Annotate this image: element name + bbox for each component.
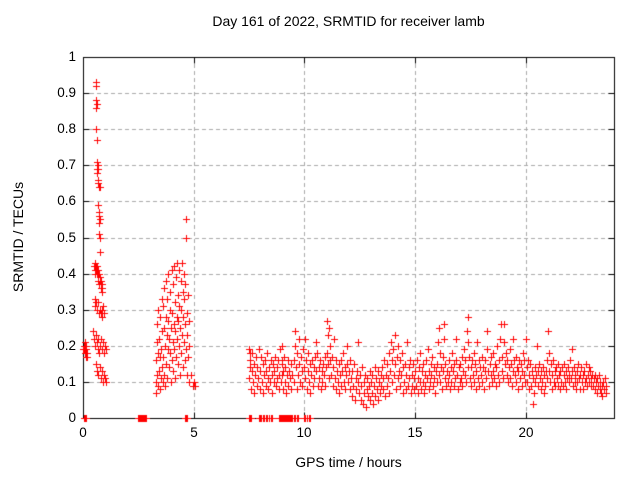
- y-tick-label: 0.2: [57, 338, 76, 353]
- chart-title: Day 161 of 2022, SRMTID for receiver lam…: [212, 13, 485, 29]
- x-tick-label: 5: [190, 425, 198, 440]
- y-tick-label: 0.1: [57, 374, 76, 389]
- y-tick-label: 0.6: [57, 193, 76, 208]
- x-tick-label: 15: [407, 425, 423, 440]
- y-tick-label: 0.3: [57, 302, 76, 317]
- y-tick-label: 0.9: [57, 85, 76, 100]
- y-tick-label: 0.5: [57, 230, 76, 245]
- x-tick-label: 10: [296, 425, 312, 440]
- y-tick-label: 0.8: [57, 121, 76, 136]
- x-axis-label: GPS time / hours: [295, 454, 402, 470]
- y-tick-label: 0: [68, 410, 76, 425]
- y-tick-label: 0.7: [57, 157, 76, 172]
- y-tick-label: 1: [68, 49, 76, 64]
- x-tick-label: 0: [79, 425, 87, 440]
- x-tick-label: 20: [518, 425, 534, 440]
- y-tick-label: 0.4: [57, 266, 76, 281]
